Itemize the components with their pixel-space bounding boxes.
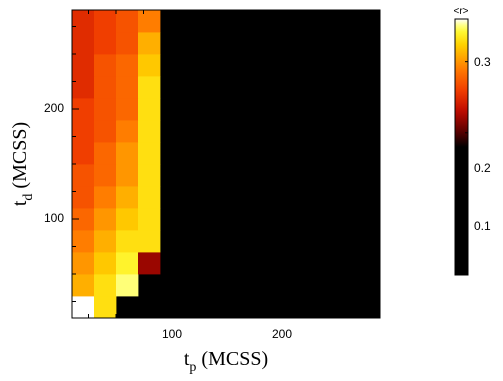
heatmap-cell bbox=[116, 54, 139, 77]
heatmap-cell bbox=[94, 230, 117, 253]
heatmap-cell bbox=[94, 186, 117, 209]
heatmap-cell bbox=[72, 98, 95, 121]
heatmap-cell bbox=[116, 142, 139, 165]
heatmap-cell bbox=[72, 274, 95, 297]
colorbar bbox=[454, 18, 469, 276]
x-axis-label-unit: (MCSS) bbox=[196, 348, 268, 370]
heatmap-cell bbox=[116, 274, 139, 297]
heatmap-cell bbox=[116, 10, 139, 33]
y-axis-label-sub: d bbox=[21, 194, 36, 201]
heatmap-cell bbox=[138, 142, 161, 165]
heatmap-cell bbox=[94, 142, 117, 165]
heatmap-cell bbox=[72, 230, 95, 253]
colorbar-title: <r> bbox=[453, 6, 468, 17]
x-tick-label: 200 bbox=[272, 327, 292, 341]
heatmap-cell bbox=[94, 208, 117, 231]
heatmap-cell bbox=[94, 274, 117, 297]
heatmap-cell bbox=[138, 98, 161, 121]
y-tick-label: 200 bbox=[44, 101, 64, 115]
colorbar-tick-label: 0.1 bbox=[474, 219, 491, 233]
heatmap-cell bbox=[72, 252, 95, 275]
y-axis-label-unit: (MCSS) bbox=[9, 122, 31, 194]
heatmap-cell bbox=[138, 164, 161, 187]
heatmap-cell bbox=[94, 54, 117, 77]
heatmap-cell bbox=[116, 230, 139, 253]
heatmap-cell bbox=[72, 296, 95, 319]
heatmap-cell bbox=[72, 120, 95, 143]
colorbar-tick-label: 0.2 bbox=[474, 161, 491, 175]
heatmap-cell bbox=[72, 32, 95, 55]
heatmap-cell bbox=[94, 76, 117, 99]
heatmap-cell bbox=[116, 98, 139, 121]
heatmap-cell bbox=[94, 120, 117, 143]
axis-ticks bbox=[72, 10, 380, 318]
y-axis-label-main: t bbox=[9, 200, 31, 206]
x-axis-label: tp (MCSS) bbox=[184, 348, 268, 375]
heatmap-cell bbox=[116, 76, 139, 99]
heatmap-cell bbox=[94, 98, 117, 121]
heatmap-cell bbox=[116, 164, 139, 187]
colorbar-tick-label: 0.3 bbox=[474, 55, 491, 69]
heatmap-cell bbox=[116, 120, 139, 143]
plot-frame bbox=[71, 9, 381, 319]
heatmap-cell bbox=[138, 120, 161, 143]
heatmap-cells bbox=[72, 10, 161, 319]
heatmap-cell bbox=[94, 164, 117, 187]
heatmap-cell bbox=[72, 76, 95, 99]
heatmap-cell bbox=[72, 142, 95, 165]
heatmap-cell bbox=[72, 164, 95, 187]
heatmap-cell bbox=[116, 186, 139, 209]
heatmap-cell bbox=[94, 252, 117, 275]
heatmap-cell bbox=[138, 230, 161, 253]
heatmap-cell bbox=[116, 32, 139, 55]
y-axis-label: td (MCSS) bbox=[9, 122, 36, 206]
heatmap-cell bbox=[138, 76, 161, 99]
heatmap-cell bbox=[138, 252, 161, 275]
heatmap-cell bbox=[116, 208, 139, 231]
x-axis-label-main: t bbox=[184, 348, 190, 370]
heatmap-cell bbox=[116, 252, 139, 275]
heatmap-cell bbox=[94, 296, 117, 319]
heatmap-cell bbox=[138, 54, 161, 77]
heatmap-cell bbox=[138, 186, 161, 209]
heatmap-cell bbox=[138, 32, 161, 55]
heatmap-cell bbox=[94, 10, 117, 33]
colorbar-ticks bbox=[465, 61, 468, 205]
heatmap-cell bbox=[138, 10, 161, 33]
heatmap-cell bbox=[72, 10, 95, 33]
heatmap-cell bbox=[72, 54, 95, 77]
x-tick-label: 100 bbox=[162, 327, 182, 341]
heatmap-cell bbox=[94, 32, 117, 55]
y-tick-label: 100 bbox=[44, 211, 64, 225]
heatmap-cell bbox=[72, 208, 95, 231]
x-axis-label-sub: p bbox=[189, 360, 196, 375]
heatmap-cell bbox=[138, 208, 161, 231]
heatmap-cell bbox=[72, 186, 95, 209]
